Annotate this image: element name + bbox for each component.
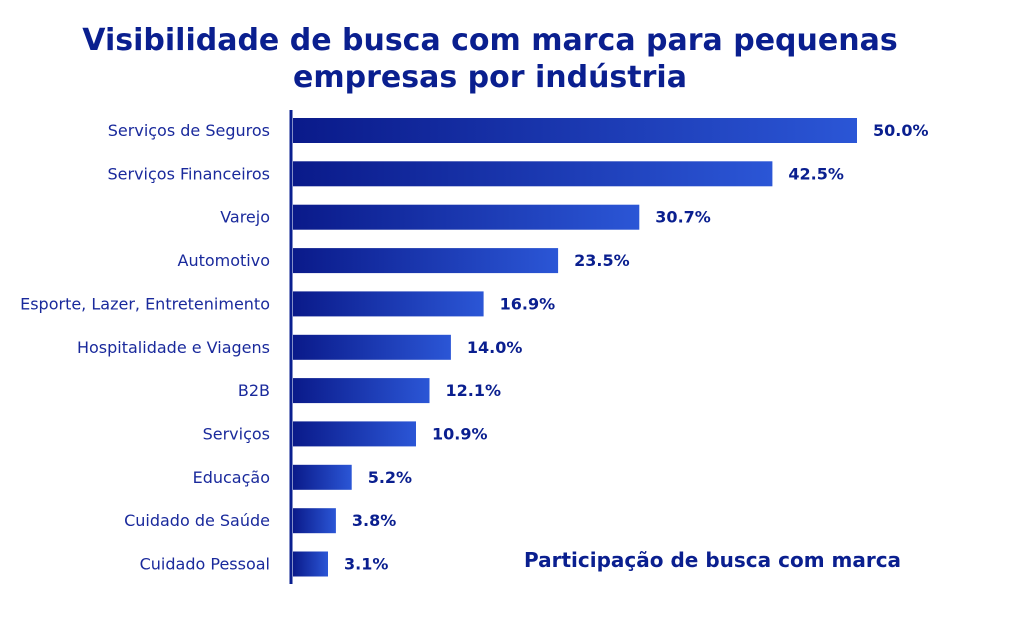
category-label: Esporte, Lazer, Entretenimento [20, 294, 270, 313]
value-label: 50.0% [873, 121, 929, 140]
category-label: Cuidado Pessoal [140, 555, 270, 574]
value-label: 3.8% [352, 511, 396, 530]
category-label: Hospitalidade e Viagens [77, 338, 270, 357]
category-label: Serviços Financeiros [107, 164, 270, 183]
value-label: 3.1% [344, 555, 388, 574]
bar-9 [293, 464, 352, 490]
bar-4 [293, 248, 559, 274]
category-label: Varejo [220, 208, 270, 227]
value-label: 42.5% [788, 164, 844, 183]
value-label: 23.5% [574, 251, 630, 270]
category-label: Automotivo [178, 251, 271, 270]
bars-group: Serviços de Seguros 50.0% Serviços Finance… [20, 118, 929, 577]
bar-1 [293, 118, 857, 143]
category-label: B2B [238, 381, 270, 400]
category-label: Serviços de Seguros [108, 121, 270, 140]
value-label: 16.9% [500, 294, 556, 313]
chart-title: Visibilidade de busca com marca para peq… [82, 23, 898, 95]
x-axis-title: Participação de busca com marca [524, 548, 902, 572]
bar-6 [293, 334, 451, 360]
bar-10 [293, 508, 336, 534]
value-label: 30.7% [655, 208, 711, 227]
category-label: Cuidado de Saúde [124, 511, 270, 530]
category-label: Serviços [203, 424, 270, 443]
value-label: 14.0% [467, 338, 523, 357]
category-label: Educação [193, 468, 270, 487]
value-label: 12.1% [446, 381, 502, 400]
bar-3 [293, 204, 640, 230]
bar-8 [293, 421, 416, 447]
bar-7 [293, 378, 430, 404]
bar-11 [293, 551, 328, 577]
value-label: 5.2% [368, 468, 412, 487]
bar-2 [293, 161, 773, 187]
value-label: 10.9% [432, 424, 488, 443]
bar-5 [293, 291, 484, 317]
